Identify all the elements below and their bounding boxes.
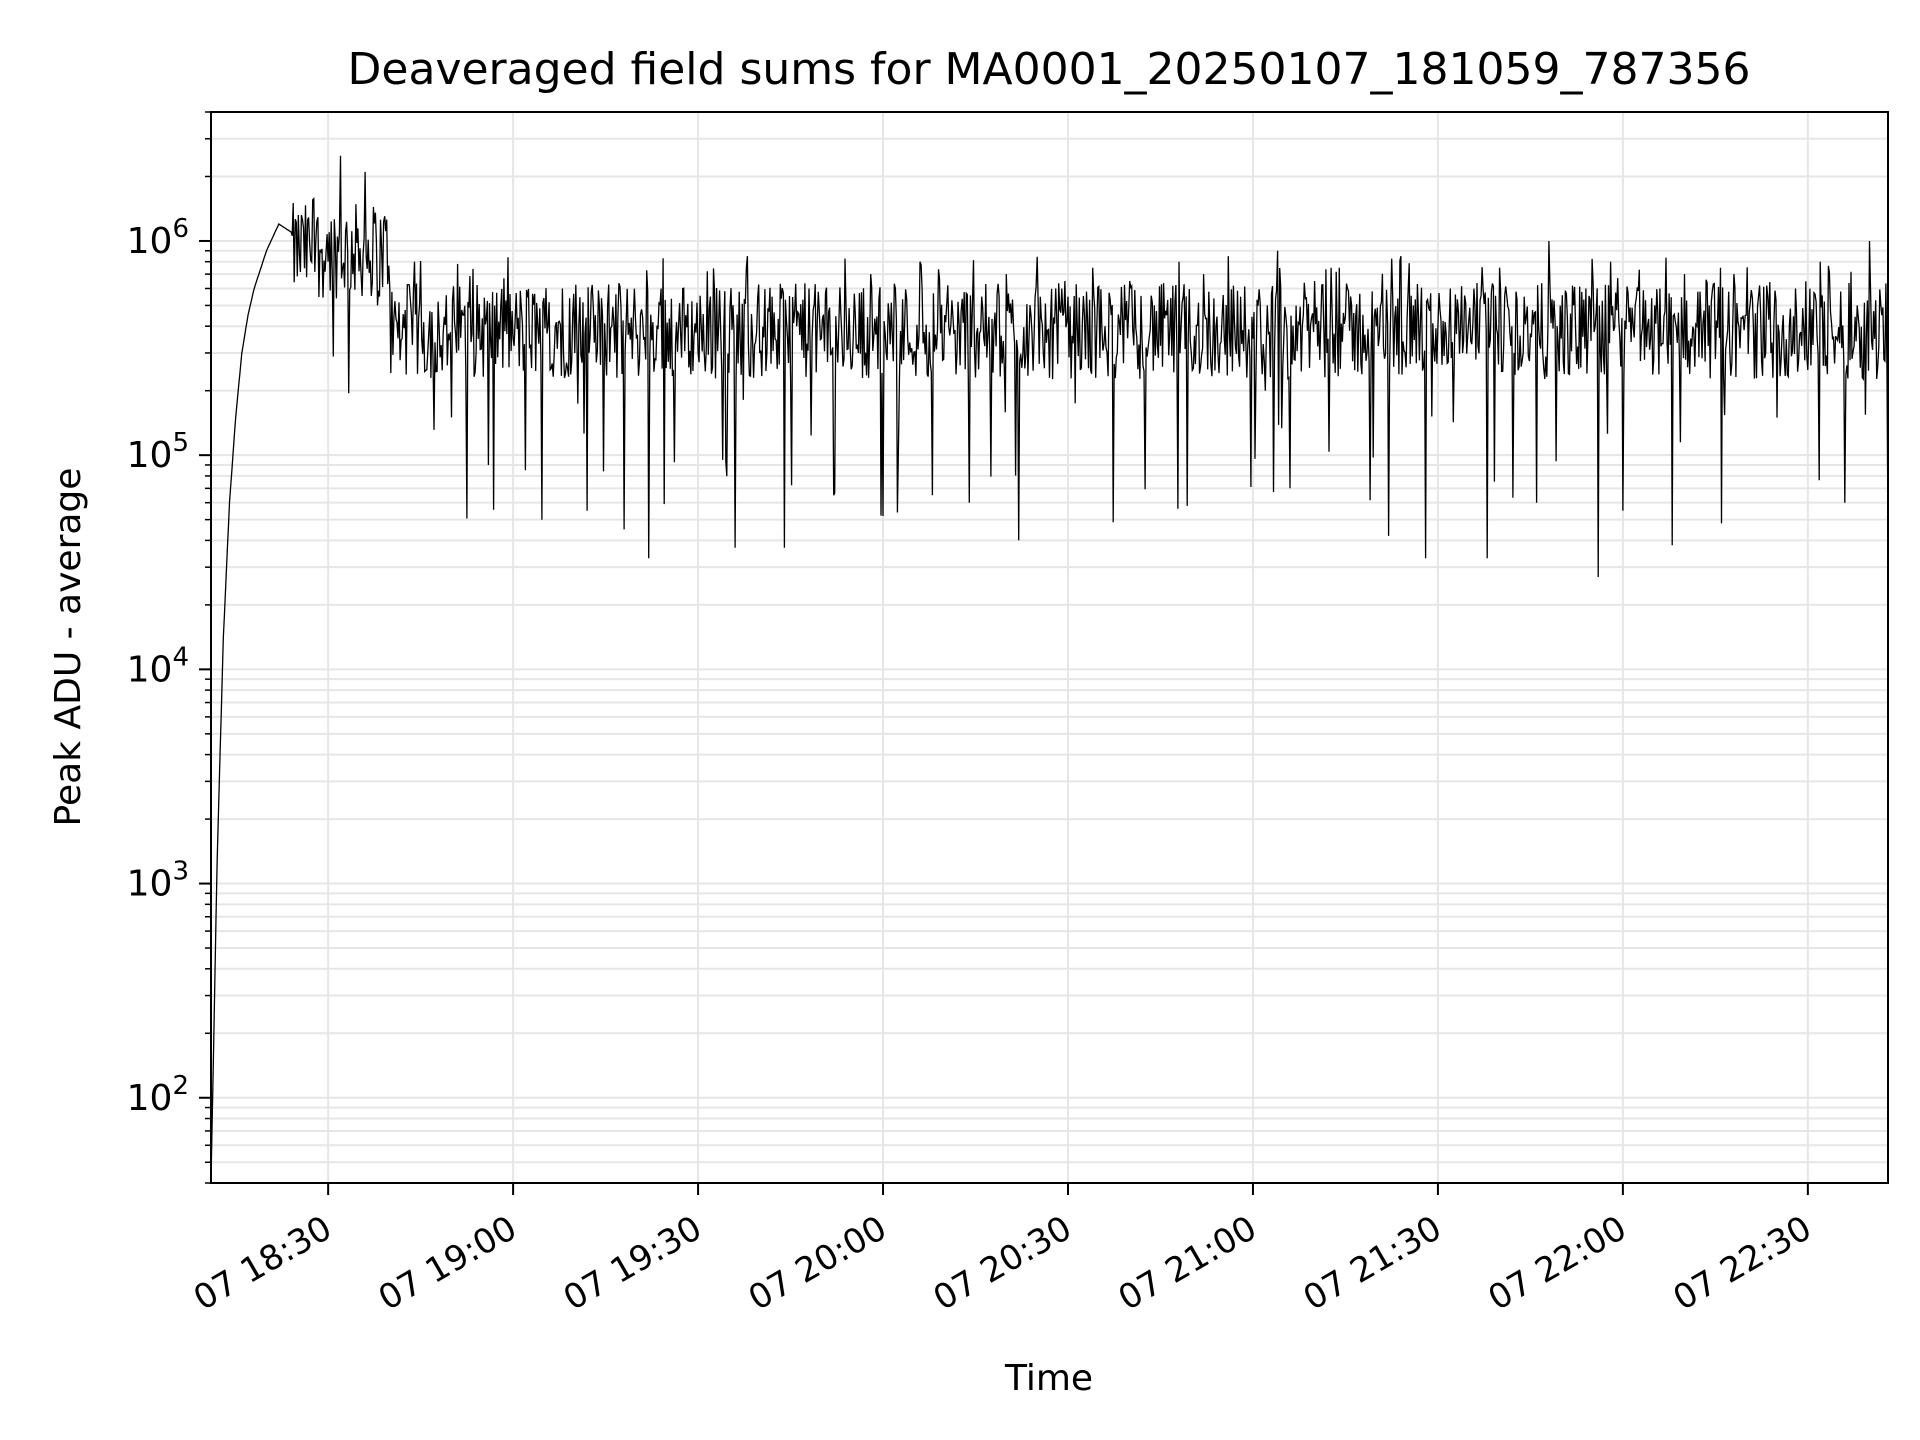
y-tick-label: 104 bbox=[127, 642, 189, 690]
x-tick-label: 07 22:30 bbox=[1667, 1208, 1819, 1319]
x-tick-label: 07 19:00 bbox=[372, 1208, 524, 1319]
x-axis-label: Time bbox=[1004, 1358, 1093, 1399]
y-tick-label: 106 bbox=[127, 214, 189, 262]
grid bbox=[211, 111, 1888, 1184]
x-tick-label: 07 20:30 bbox=[927, 1208, 1079, 1319]
y-tick-label: 102 bbox=[127, 1071, 189, 1119]
x-tick-label: 07 22:00 bbox=[1482, 1208, 1634, 1319]
y-axis: 102 103 104 105 106 bbox=[127, 111, 211, 1184]
y-axis-label: Peak ADU - average bbox=[48, 468, 89, 827]
x-tick-label: 07 18:30 bbox=[187, 1208, 339, 1319]
x-tick-label: 07 19:30 bbox=[557, 1208, 709, 1319]
x-tick-label: 07 20:00 bbox=[742, 1208, 894, 1319]
plot-frame bbox=[210, 111, 1889, 1184]
plot-area bbox=[211, 155, 1888, 1183]
x-tick-label: 07 21:30 bbox=[1297, 1208, 1449, 1319]
chart-title: Deaveraged field sums for MA0001_2025010… bbox=[348, 44, 1751, 95]
x-tick-label: 07 21:00 bbox=[1112, 1208, 1264, 1319]
y-tick-label: 105 bbox=[127, 428, 189, 476]
series-line bbox=[211, 155, 1888, 1183]
y-tick-label: 103 bbox=[127, 857, 189, 905]
x-axis: 07 18:30 07 19:00 07 19:30 07 20:00 07 20:30… bbox=[187, 1183, 1818, 1319]
